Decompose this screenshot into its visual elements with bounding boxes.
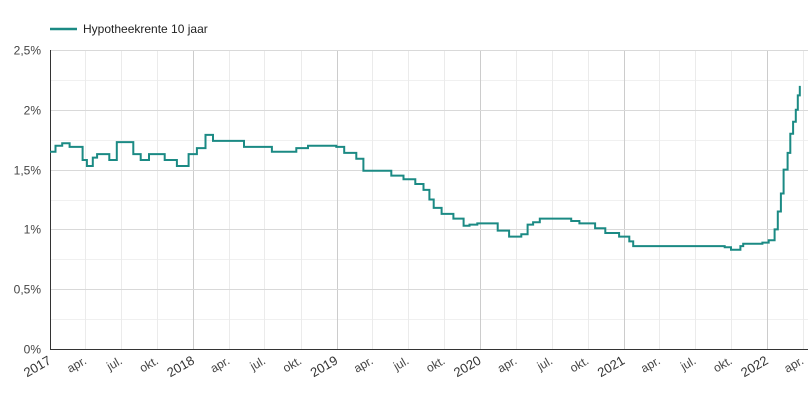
y-tick-label: 1,5% (14, 164, 42, 178)
x-tick-label-month: okt. (424, 353, 448, 375)
x-tick-label-month: apr. (495, 353, 519, 375)
x-tick-label-month: okt. (137, 353, 161, 375)
x-tick-label-month: jul. (390, 353, 411, 373)
x-tick-label-year: 2019 (308, 353, 341, 380)
x-tick-label-month: apr. (65, 353, 89, 375)
x-tick-label-year: 2017 (21, 353, 54, 380)
x-tick-label-month: apr. (638, 353, 662, 375)
x-tick-label-month: jul. (677, 353, 698, 373)
x-tick-label-month: apr. (208, 353, 232, 375)
x-tick-label-month: jul. (103, 353, 124, 373)
series-line-0[interactable] (50, 85, 801, 251)
x-tick-label-month: jul. (247, 353, 268, 373)
chart-legend[interactable]: Hypotheekrente 10 jaar (50, 22, 208, 36)
y-tick-label: 2,5% (14, 44, 42, 58)
x-tick-label-month: apr. (351, 353, 375, 375)
x-tick-label-month: okt. (280, 353, 304, 375)
legend-label-hypotheekrente: Hypotheekrente 10 jaar (83, 22, 208, 36)
y-tick-label: 0% (24, 343, 42, 357)
x-tick-label-year: 2020 (451, 353, 484, 380)
x-tick-label-month: jul. (534, 353, 555, 373)
x-tick-label-month: apr. (782, 353, 806, 375)
y-tick-label: 1% (24, 223, 42, 237)
x-tick-label-year: 2021 (595, 353, 628, 380)
chart-axes: 0%0,5%1%1,5%2%2,5%2017 apr. jul. okt. 2018 ap… (14, 44, 808, 380)
y-tick-label: 2% (24, 104, 42, 118)
x-tick-label-month: okt. (711, 353, 735, 375)
y-tick-label: 0,5% (14, 283, 42, 297)
x-tick-label-year: 2022 (738, 353, 771, 380)
chart-series (50, 85, 801, 251)
x-tick-label-year: 2018 (164, 353, 197, 380)
x-tick-label-month: okt. (567, 353, 591, 375)
